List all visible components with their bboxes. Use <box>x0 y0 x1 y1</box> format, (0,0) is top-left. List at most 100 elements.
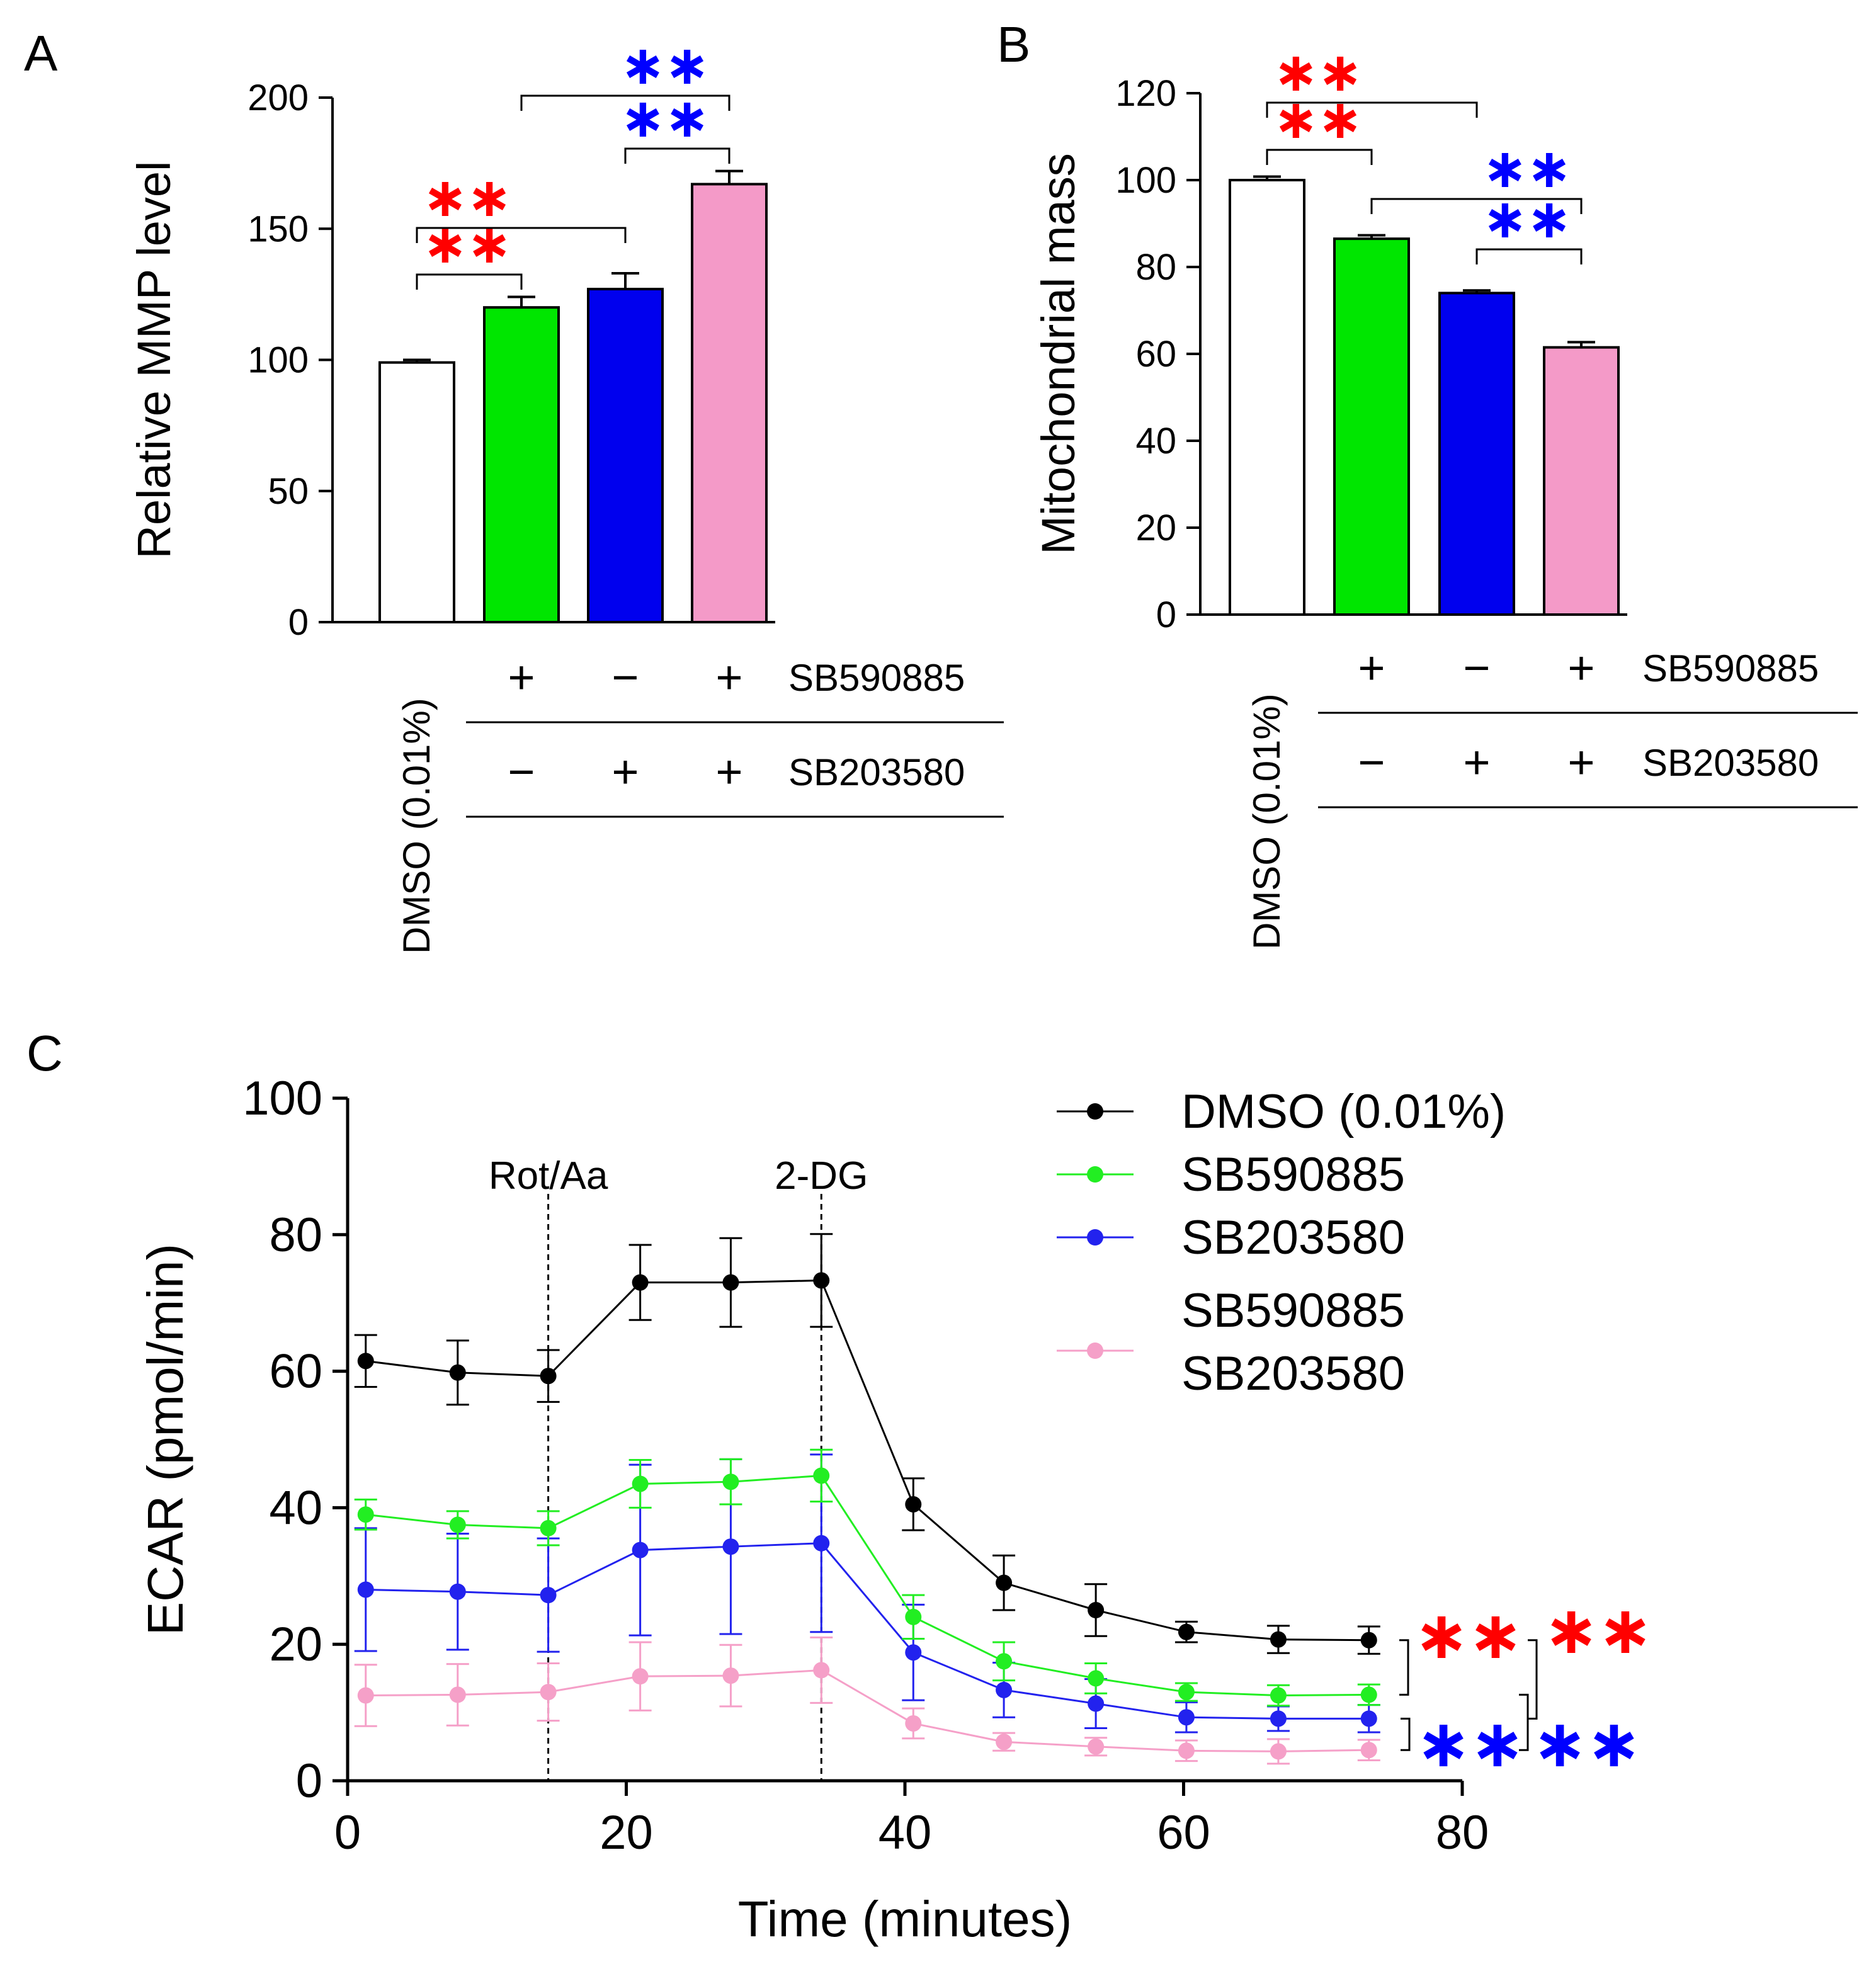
significance-stars-star-arm <box>1594 1732 1634 1759</box>
data-point <box>722 1667 739 1684</box>
legend-marker <box>1087 1229 1103 1246</box>
significance-stars-star-arm <box>671 55 704 78</box>
y-tick-label: 60 <box>1135 334 1176 375</box>
treatment-sign: + <box>1463 736 1490 788</box>
significance-stars-star-arm <box>1477 1732 1518 1759</box>
data-point <box>1270 1743 1287 1760</box>
significance-stars-star <box>428 182 462 216</box>
legend-marker <box>1087 1103 1103 1120</box>
y-tick-label: 120 <box>1115 73 1176 114</box>
treatment-sign: + <box>715 746 742 798</box>
data-point <box>1360 1632 1377 1649</box>
data-point <box>1270 1631 1287 1648</box>
data-point <box>996 1734 1013 1751</box>
legend-label: DMSO (0.01%) <box>1181 1085 1506 1138</box>
significance-stars-star-arm <box>1421 1623 1462 1651</box>
y-tick-label: 100 <box>1115 160 1176 201</box>
y-tick-label: 0 <box>1156 594 1176 635</box>
data-point <box>1270 1710 1287 1727</box>
bar-4 <box>691 183 768 623</box>
panel-label: B <box>997 16 1030 72</box>
significance-stars-star-arm <box>1488 159 1521 181</box>
data-point <box>996 1653 1013 1670</box>
control-label: DMSO (0.01%) <box>1246 693 1288 950</box>
data-point <box>1178 1623 1195 1640</box>
significance-stars-star <box>1421 1616 1462 1658</box>
data-point <box>1360 1710 1377 1727</box>
data-point <box>722 1473 739 1490</box>
significance-stars-star-arm <box>473 234 506 257</box>
significance-stars <box>626 103 704 137</box>
x-tick-label: 20 <box>600 1806 653 1859</box>
panel-label: C <box>26 1025 63 1081</box>
panel-label: A <box>24 25 58 81</box>
significance-stars-star <box>1477 1725 1518 1766</box>
data-point <box>632 1274 649 1291</box>
significance-stars-star <box>1324 57 1357 91</box>
data-point <box>540 1587 557 1604</box>
significance-stars-star <box>428 229 462 263</box>
data-point <box>813 1272 830 1289</box>
significance-stars-star <box>1533 153 1566 187</box>
data-point <box>996 1574 1013 1591</box>
treatment-name: SB590885 <box>788 657 965 699</box>
y-tick-label: 80 <box>269 1208 322 1262</box>
significance-stars-star-arm <box>1605 1618 1646 1646</box>
significance-stars-star <box>671 103 704 137</box>
significance-stars-star <box>1551 1611 1591 1653</box>
control-label: DMSO (0.01%) <box>395 698 438 954</box>
bar-2 <box>483 306 560 623</box>
data-point <box>1088 1602 1105 1618</box>
treatment-sign: − <box>1463 642 1490 694</box>
significance-stars-star-arm <box>1540 1732 1580 1759</box>
bar-3 <box>587 288 664 624</box>
data-point <box>1088 1695 1105 1712</box>
y-tick-label: 100 <box>242 1072 322 1125</box>
significance-stars-star <box>671 50 704 84</box>
significance-bracket <box>1399 1639 1409 1696</box>
legend-label-line: SB203580 <box>1181 1347 1405 1400</box>
significance-stars-star-arm <box>1551 1618 1591 1646</box>
x-tick-label: 80 <box>1436 1806 1489 1859</box>
treatment-sign: + <box>1567 736 1595 788</box>
significance-stars-star <box>1475 1616 1516 1658</box>
significance-stars-star-arm <box>1423 1732 1464 1759</box>
y-tick-label: 20 <box>269 1618 322 1671</box>
y-tick-label: 20 <box>1135 508 1176 548</box>
data-point <box>449 1364 466 1381</box>
panel-c-chart: C 0 20 40 60 80 100 0 20 40 60 80 Time (minutes) ECAR… <box>26 1025 1646 1947</box>
significance-stars-star-arm <box>1279 62 1312 85</box>
significance-stars-star-arm <box>428 234 462 257</box>
data-point <box>632 1668 649 1685</box>
data-point <box>1088 1670 1105 1687</box>
data-point <box>449 1516 466 1533</box>
data-point <box>357 1506 374 1523</box>
treatment-name: SB203580 <box>1642 742 1819 784</box>
y-tick-label: 100 <box>247 340 309 381</box>
significance-bracket <box>416 273 523 290</box>
significance-stars-star <box>1488 203 1521 237</box>
y-tick-label: 40 <box>1135 421 1176 462</box>
significance-stars <box>428 229 506 263</box>
significance-stars-star <box>1594 1725 1634 1766</box>
y-tick-label: 60 <box>269 1345 322 1399</box>
series-2 <box>354 1448 1380 1707</box>
x-tick-label: 60 <box>1157 1806 1210 1859</box>
data-point <box>722 1538 739 1555</box>
significance-bracket <box>1266 149 1373 165</box>
y-tick-label: 150 <box>247 208 309 249</box>
data-point <box>449 1583 466 1600</box>
data-point <box>540 1519 557 1536</box>
significance-stars <box>1488 153 1566 187</box>
significance-stars-star <box>626 103 659 137</box>
bar-1 <box>378 361 455 623</box>
significance-stars-star <box>1540 1725 1580 1766</box>
data-point <box>813 1662 830 1679</box>
data-point <box>996 1681 1013 1698</box>
significance-stars-star-arm <box>1488 209 1521 232</box>
significance-stars-star <box>1279 57 1312 91</box>
x-axis-label: Time (minutes) <box>738 1891 1072 1947</box>
series-4 <box>354 1636 1380 1765</box>
data-point <box>1360 1742 1377 1759</box>
data-point <box>905 1715 922 1732</box>
